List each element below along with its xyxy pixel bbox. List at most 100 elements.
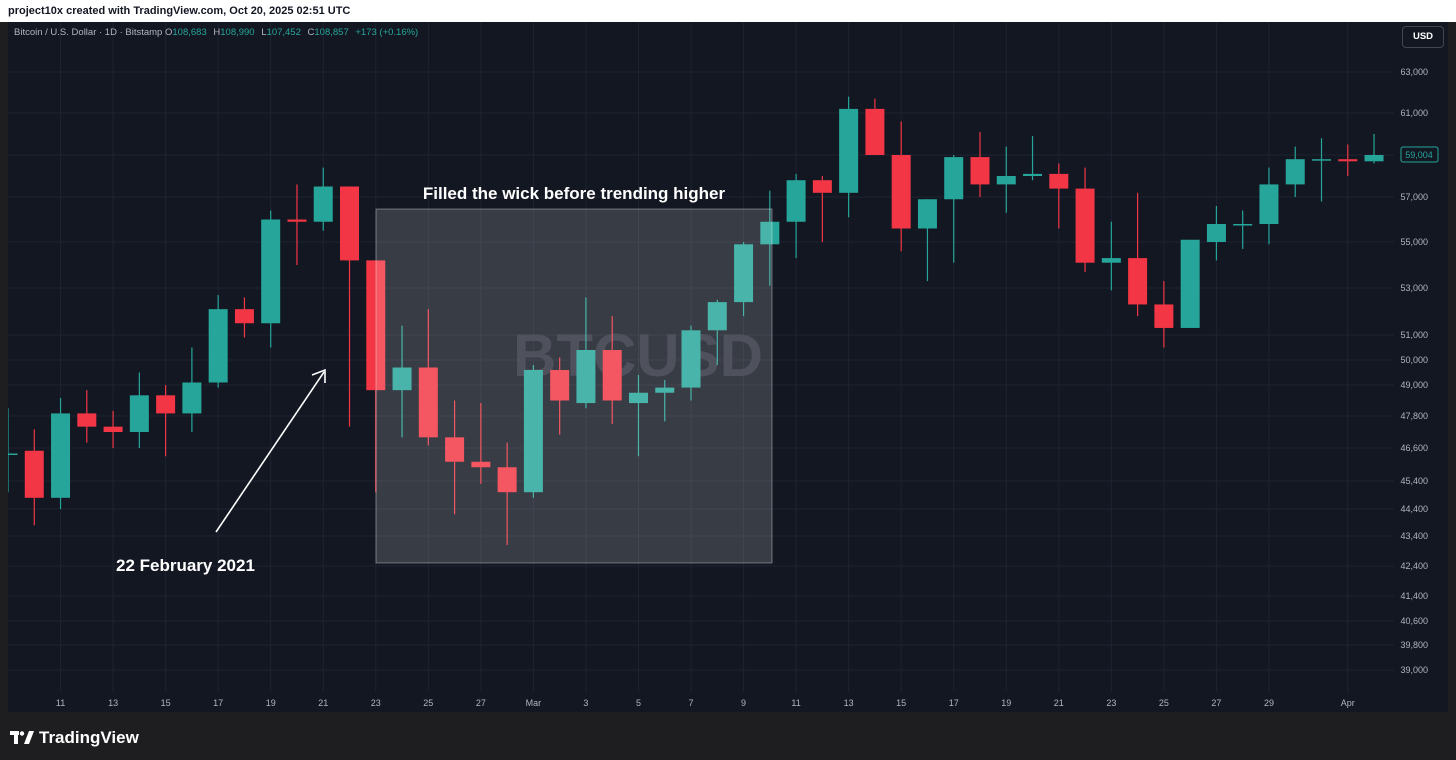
arrow-annotation	[215, 368, 326, 533]
candle-down	[497, 442, 517, 545]
candle-body	[1075, 188, 1095, 263]
candle-body	[1338, 159, 1358, 162]
x-tick-label: 15	[896, 698, 906, 708]
chart-area[interactable]: 63,00061,00059,00057,00055,00053,00051,0…	[8, 22, 1448, 712]
candle-down	[1154, 281, 1174, 348]
candle-down	[1128, 192, 1148, 317]
candle-up	[261, 210, 281, 348]
x-tick-label: 21	[318, 698, 328, 708]
box-annotation-label: Filled the wick before trending higher	[423, 184, 726, 203]
y-tick-label: 40,600	[1400, 616, 1428, 626]
candle-body	[8, 453, 18, 455]
candle-up	[996, 146, 1016, 213]
candle-body	[129, 395, 149, 432]
candle-down	[418, 309, 438, 446]
currency-button[interactable]: USD	[1402, 26, 1444, 48]
close-value: 108,857	[314, 27, 349, 38]
x-tick-label: 11	[56, 698, 65, 708]
candle-body	[1049, 173, 1069, 189]
y-tick-label: 49,000	[1400, 380, 1428, 390]
candle-up	[707, 299, 727, 365]
candle-up	[1259, 167, 1279, 245]
change-value: +173 (+0.16%)	[355, 27, 419, 38]
x-tick-label: 13	[108, 698, 118, 708]
x-tick-label: 27	[1211, 698, 1221, 708]
high-key: H	[213, 27, 221, 38]
candle-body	[103, 426, 123, 432]
candle-down	[891, 121, 911, 252]
x-tick-label: 19	[266, 698, 276, 708]
candle-up	[839, 96, 859, 218]
candle-up	[734, 242, 754, 317]
candle-down	[103, 410, 123, 448]
candle-body	[628, 392, 648, 404]
candle-body	[234, 309, 254, 324]
y-tick-label: 55,000	[1400, 237, 1428, 247]
candle-down	[970, 131, 990, 197]
x-tick-label: 25	[423, 698, 433, 708]
x-tick-label: 27	[476, 698, 486, 708]
candle-down	[340, 186, 360, 427]
candle-body	[523, 370, 543, 493]
y-tick-label: 57,000	[1400, 192, 1428, 202]
candle-up	[786, 173, 806, 259]
y-tick-label: 44,400	[1400, 504, 1428, 514]
x-tick-label: 9	[741, 698, 746, 708]
x-tick-label: 3	[583, 698, 588, 708]
candle-down	[287, 184, 307, 265]
candle-body	[1023, 173, 1043, 176]
candle-up	[917, 199, 937, 282]
candle-up	[681, 325, 701, 401]
symbol-description: Bitcoin / U.S. Dollar · 1D · Bitstamp	[14, 27, 163, 38]
candle-up	[523, 365, 543, 498]
candle-body	[1154, 304, 1174, 328]
candle-up	[1023, 136, 1043, 181]
candle-down	[812, 176, 832, 242]
candle-up	[8, 408, 18, 493]
candle-body	[1206, 224, 1226, 242]
candle-up	[51, 397, 71, 509]
candle-up	[1233, 210, 1253, 249]
x-tick-label: Mar	[526, 698, 542, 708]
y-tick-label: 53,000	[1400, 283, 1428, 293]
candle-body	[24, 450, 44, 498]
y-tick-label: 50,000	[1400, 355, 1428, 365]
open-value: 108,683	[172, 27, 207, 38]
candle-body	[917, 199, 937, 229]
x-tick-label: 15	[161, 698, 171, 708]
candle-up	[182, 347, 202, 432]
tradingview-logo[interactable]: TradingView	[10, 728, 139, 748]
candle-down	[471, 403, 491, 484]
grid	[8, 22, 1394, 692]
candle-up	[1364, 134, 1384, 164]
candle-body	[786, 180, 806, 222]
candle-body	[839, 108, 859, 193]
x-tick-label: 7	[689, 698, 694, 708]
candle-body	[51, 413, 71, 498]
x-tick-label: 21	[1054, 698, 1064, 708]
candle-body	[497, 467, 517, 493]
candle-body	[970, 157, 990, 185]
y-tick-label: 63,000	[1400, 67, 1428, 77]
candle-body	[655, 387, 675, 393]
candle-down	[156, 385, 176, 457]
candle-down	[550, 357, 570, 435]
high-value: 108,990	[220, 27, 255, 38]
candles	[8, 96, 1384, 545]
candle-down	[366, 260, 386, 493]
candle-body	[156, 395, 176, 414]
candle-body	[550, 370, 570, 401]
candle-body	[1233, 224, 1253, 226]
candle-body	[602, 350, 622, 401]
candle-up	[576, 297, 596, 409]
candle-body	[707, 302, 727, 331]
y-tick-label: 51,000	[1400, 330, 1428, 340]
candle-up	[628, 375, 648, 457]
candle-body	[1364, 155, 1384, 162]
ohlc-legend: Bitcoin / U.S. Dollar · 1D · Bitstamp O1…	[14, 27, 422, 38]
candle-body	[1128, 258, 1148, 305]
y-tick-label: 47,800	[1400, 411, 1428, 421]
candle-body	[313, 186, 333, 222]
x-tick-label: 19	[1001, 698, 1011, 708]
candlestick-chart[interactable]: 63,00061,00059,00057,00055,00053,00051,0…	[8, 22, 1448, 712]
